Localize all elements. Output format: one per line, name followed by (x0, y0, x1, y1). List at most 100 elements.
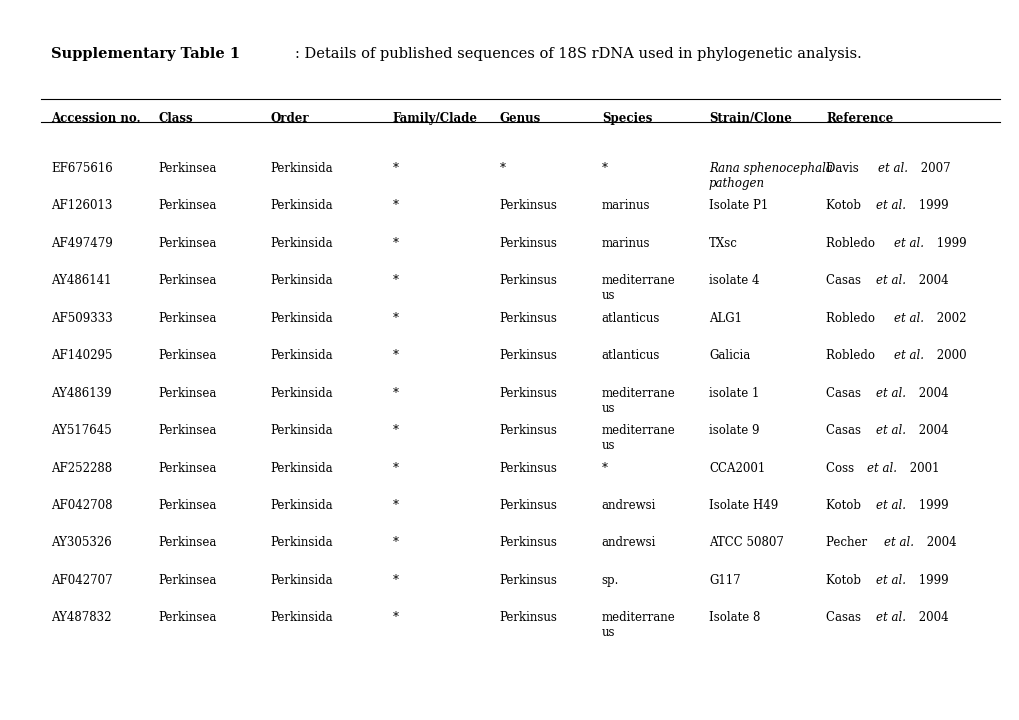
Text: 2004: 2004 (922, 536, 956, 549)
Text: et al.: et al. (875, 611, 905, 624)
Text: Perkinsea: Perkinsea (158, 312, 216, 325)
Text: *: * (392, 462, 398, 474)
Text: Casas: Casas (825, 274, 864, 287)
Text: et al.: et al. (875, 387, 905, 400)
Text: AY486141: AY486141 (51, 274, 111, 287)
Text: Robledo: Robledo (825, 237, 878, 250)
Text: et al.: et al. (875, 424, 905, 437)
Text: Kotob: Kotob (825, 499, 864, 512)
Text: Perkinsida: Perkinsida (270, 536, 332, 549)
Text: Perkinsida: Perkinsida (270, 574, 332, 587)
Text: Perkinsus: Perkinsus (499, 199, 557, 212)
Text: Order: Order (270, 112, 309, 125)
Text: atlanticus: atlanticus (601, 349, 659, 362)
Text: Robledo: Robledo (825, 349, 878, 362)
Text: Perkinsida: Perkinsida (270, 387, 332, 400)
Text: Reference: Reference (825, 112, 893, 125)
Text: marinus: marinus (601, 199, 650, 212)
Text: Perkinsea: Perkinsea (158, 424, 216, 437)
Text: AY487832: AY487832 (51, 611, 111, 624)
Text: Accession no.: Accession no. (51, 112, 141, 125)
Text: Perkinsea: Perkinsea (158, 237, 216, 250)
Text: Genus: Genus (499, 112, 540, 125)
Text: mediterrane
us: mediterrane us (601, 424, 675, 452)
Text: Perkinsida: Perkinsida (270, 424, 332, 437)
Text: Perkinsus: Perkinsus (499, 237, 557, 250)
Text: Perkinsus: Perkinsus (499, 462, 557, 474)
Text: Perkinsus: Perkinsus (499, 274, 557, 287)
Text: Perkinsea: Perkinsea (158, 162, 216, 175)
Text: et al.: et al. (883, 536, 913, 549)
Text: Robledo: Robledo (825, 312, 878, 325)
Text: mediterrane
us: mediterrane us (601, 274, 675, 302)
Text: sp.: sp. (601, 574, 619, 587)
Text: et al.: et al. (875, 574, 905, 587)
Text: 2004: 2004 (914, 424, 948, 437)
Text: *: * (392, 387, 398, 400)
Text: Isolate P1: Isolate P1 (708, 199, 767, 212)
Text: AF042707: AF042707 (51, 574, 112, 587)
Text: AF497479: AF497479 (51, 237, 113, 250)
Text: EF675616: EF675616 (51, 162, 113, 175)
Text: et al.: et al. (894, 312, 923, 325)
Text: Perkinsida: Perkinsida (270, 199, 332, 212)
Text: Perkinsea: Perkinsea (158, 574, 216, 587)
Text: Perkinsea: Perkinsea (158, 199, 216, 212)
Text: *: * (392, 199, 398, 212)
Text: Class: Class (158, 112, 193, 125)
Text: 2000: 2000 (932, 349, 966, 362)
Text: Isolate H49: Isolate H49 (708, 499, 777, 512)
Text: 2004: 2004 (914, 387, 948, 400)
Text: Perkinsea: Perkinsea (158, 349, 216, 362)
Text: Strain/Clone: Strain/Clone (708, 112, 791, 125)
Text: 1999: 1999 (914, 499, 948, 512)
Text: Perkinsus: Perkinsus (499, 536, 557, 549)
Text: AY517645: AY517645 (51, 424, 112, 437)
Text: *: * (601, 162, 607, 175)
Text: AY305326: AY305326 (51, 536, 112, 549)
Text: *: * (392, 499, 398, 512)
Text: Davis: Davis (825, 162, 865, 175)
Text: mediterrane
us: mediterrane us (601, 611, 675, 639)
Text: andrewsi: andrewsi (601, 536, 655, 549)
Text: 2007: 2007 (916, 162, 950, 175)
Text: *: * (392, 274, 398, 287)
Text: Pecher: Pecher (825, 536, 870, 549)
Text: 2004: 2004 (914, 274, 948, 287)
Text: Perkinsida: Perkinsida (270, 312, 332, 325)
Text: atlanticus: atlanticus (601, 312, 659, 325)
Text: andrewsi: andrewsi (601, 499, 655, 512)
Text: et al.: et al. (875, 274, 905, 287)
Text: isolate 9: isolate 9 (708, 424, 759, 437)
Text: Casas: Casas (825, 611, 864, 624)
Text: Perkinsus: Perkinsus (499, 387, 557, 400)
Text: Perkinsus: Perkinsus (499, 424, 557, 437)
Text: CCA2001: CCA2001 (708, 462, 764, 474)
Text: 1999: 1999 (914, 199, 948, 212)
Text: 1999: 1999 (914, 574, 948, 587)
Text: Perkinsida: Perkinsida (270, 611, 332, 624)
Text: 2004: 2004 (914, 611, 948, 624)
Text: Galicia: Galicia (708, 349, 749, 362)
Text: Perkinsea: Perkinsea (158, 387, 216, 400)
Text: Perkinsida: Perkinsida (270, 462, 332, 474)
Text: TXsc: TXsc (708, 237, 737, 250)
Text: AF509333: AF509333 (51, 312, 113, 325)
Text: *: * (392, 312, 398, 325)
Text: *: * (392, 162, 398, 175)
Text: et al.: et al. (877, 162, 907, 175)
Text: *: * (392, 611, 398, 624)
Text: Isolate 8: Isolate 8 (708, 611, 759, 624)
Text: Perkinsea: Perkinsea (158, 536, 216, 549)
Text: 2001: 2001 (905, 462, 938, 474)
Text: Perkinsida: Perkinsida (270, 237, 332, 250)
Text: AY486139: AY486139 (51, 387, 111, 400)
Text: mediterrane
us: mediterrane us (601, 387, 675, 415)
Text: Rana sphenocephala
pathogen: Rana sphenocephala pathogen (708, 162, 832, 190)
Text: Perkinsida: Perkinsida (270, 349, 332, 362)
Text: 2002: 2002 (932, 312, 966, 325)
Text: Perkinsida: Perkinsida (270, 274, 332, 287)
Text: Perkinsida: Perkinsida (270, 162, 332, 175)
Text: et al.: et al. (875, 199, 905, 212)
Text: Perkinsida: Perkinsida (270, 499, 332, 512)
